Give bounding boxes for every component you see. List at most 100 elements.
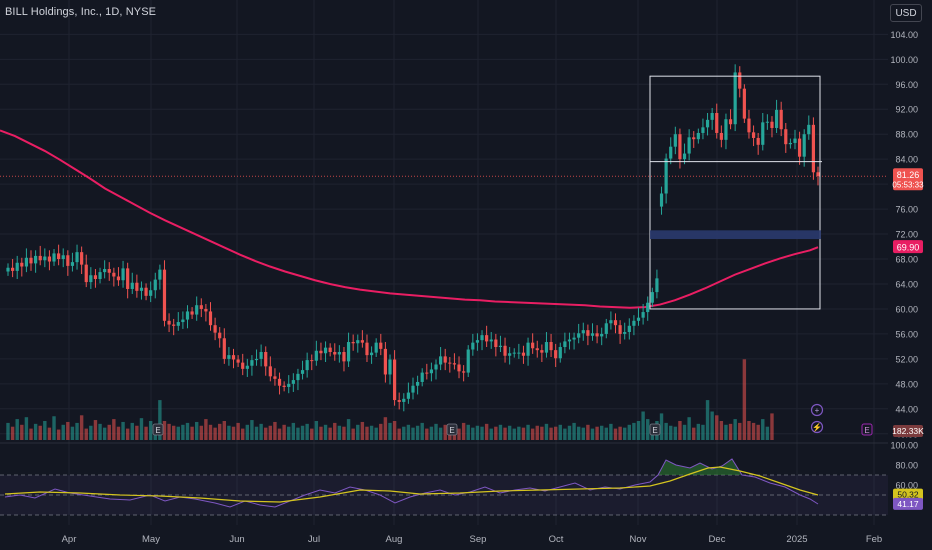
candle-body xyxy=(296,373,300,381)
candle-body xyxy=(807,124,811,135)
volume-bar xyxy=(93,420,98,440)
volume-bar xyxy=(558,424,562,440)
last-price-badge xyxy=(893,168,923,191)
candle-body xyxy=(618,325,622,334)
rsi-ma-value-label: 50.32 xyxy=(897,490,919,500)
volume-bar xyxy=(135,425,139,440)
candle-body xyxy=(80,252,84,265)
candle-body xyxy=(75,252,79,263)
volume-bar xyxy=(618,426,622,440)
rsi-line xyxy=(4,458,819,508)
volume-bar xyxy=(208,424,213,440)
candlesticks xyxy=(6,64,820,412)
candle-body xyxy=(57,253,61,260)
price-tick-label: 88.00 xyxy=(895,130,918,140)
candle-body xyxy=(29,257,33,264)
candle-body xyxy=(231,355,236,360)
volume-bar xyxy=(701,424,705,440)
time-axis[interactable]: Apr May Jun Jul Aug Sep Oct Nov Dec 2025 Feb xyxy=(62,534,883,545)
drawing-tools[interactable] xyxy=(649,75,822,310)
volume-bar xyxy=(296,427,300,440)
candle-body xyxy=(268,366,272,377)
volume-bar xyxy=(333,422,337,440)
volume-bar xyxy=(351,428,355,440)
time-tick-label: Dec xyxy=(709,534,726,545)
volume-bar xyxy=(540,426,544,440)
countdown-label: 05:53:33 xyxy=(892,180,924,189)
volume-bar xyxy=(434,423,438,440)
lightning-icon-glyph: ⚡ xyxy=(812,422,822,432)
volume-bar xyxy=(158,400,162,440)
rsi-overbought-fill xyxy=(658,459,742,475)
candle-body xyxy=(420,372,424,382)
volume-bar xyxy=(144,426,148,440)
volume-bar xyxy=(770,413,774,440)
volume-bar xyxy=(356,424,360,440)
candle-body xyxy=(144,287,148,296)
candle-body xyxy=(47,256,52,262)
price-tick-label: 52.00 xyxy=(895,354,918,364)
rsi-badge xyxy=(893,497,923,510)
candle-body xyxy=(535,348,539,351)
candle-body xyxy=(116,276,121,281)
candle-body xyxy=(130,282,134,289)
candle-body xyxy=(245,365,249,369)
volume-bar xyxy=(139,418,144,440)
volume-bar xyxy=(599,425,604,440)
candle-body xyxy=(770,121,774,128)
volume-bar xyxy=(121,421,125,440)
volume-bar xyxy=(254,426,259,440)
candle-body xyxy=(176,322,180,326)
volume-bar xyxy=(84,428,88,440)
volume-bar xyxy=(185,422,190,440)
volume-bar xyxy=(719,421,724,440)
volume-bar xyxy=(724,424,728,440)
currency-button[interactable]: USD xyxy=(890,4,922,22)
time-tick-label: Apr xyxy=(62,534,77,545)
volume-bar xyxy=(43,421,47,440)
gap-zone xyxy=(650,230,821,240)
volume-bar xyxy=(696,423,701,440)
candle-body xyxy=(84,264,88,283)
candle-body xyxy=(425,372,429,374)
volume-bar xyxy=(70,426,75,440)
candle-body xyxy=(747,118,751,133)
candle-body xyxy=(581,330,585,334)
volume-bar xyxy=(305,423,309,440)
volume-bar xyxy=(227,425,231,440)
price-tick-label: 104.00 xyxy=(890,30,918,40)
candle-body xyxy=(613,320,618,326)
price-axis[interactable]: 40.0044.0048.0052.0056.0060.0064.0068.00… xyxy=(890,30,924,439)
volume-bar xyxy=(609,423,613,440)
volume-bar xyxy=(581,427,585,440)
candle-body xyxy=(609,320,613,324)
candle-body xyxy=(103,269,107,273)
volume-bar xyxy=(383,417,388,440)
volume-bar xyxy=(392,421,397,440)
volume-bar xyxy=(567,425,572,440)
volume-bar xyxy=(576,426,581,440)
candle-body xyxy=(374,342,378,353)
candle-body xyxy=(636,317,641,321)
candle-body xyxy=(577,333,581,338)
volume-bar xyxy=(365,426,369,440)
candle-body xyxy=(392,359,397,401)
volume-bars xyxy=(6,359,774,440)
volume-bar xyxy=(728,423,733,440)
volume-value-label: 182.33K xyxy=(892,426,924,436)
candle-body xyxy=(135,282,139,291)
volume-bar xyxy=(33,423,38,440)
candle-body xyxy=(323,347,328,354)
volume-bar xyxy=(466,424,470,440)
volume-bar xyxy=(89,425,93,440)
volume-bar xyxy=(738,422,742,440)
candle-body xyxy=(300,370,305,374)
volume-bar xyxy=(751,422,756,440)
volume-bar xyxy=(402,426,406,440)
volume-bar xyxy=(494,426,498,440)
last-price-label: 81.26 xyxy=(897,170,920,180)
volume-bar xyxy=(102,427,107,440)
candle-body xyxy=(443,356,447,363)
